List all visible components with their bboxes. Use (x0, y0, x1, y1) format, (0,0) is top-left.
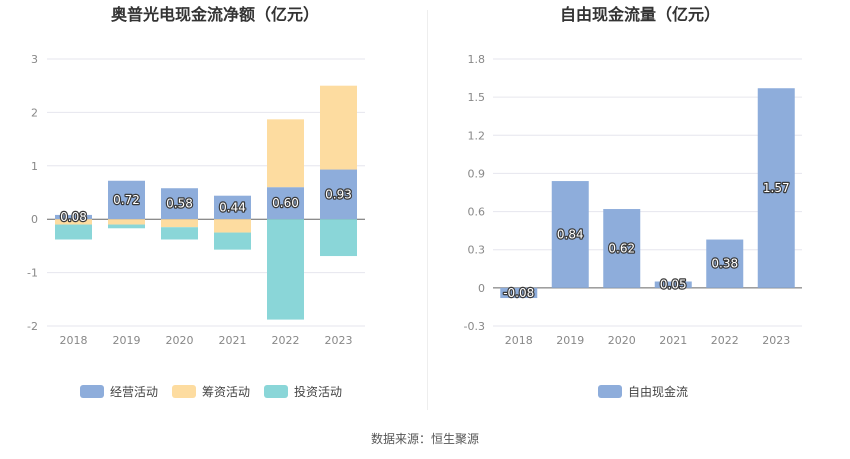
legend-swatch-investing (264, 384, 289, 398)
y-tick-label-0p6: 0.6 (468, 206, 486, 219)
y-tick-label-3: 3 (31, 53, 38, 66)
right-chart-title: 自由现金流量（亿元） (559, 5, 720, 24)
legend-swatch-free-cash-flow (598, 384, 622, 398)
fcf-x-tick-label-2023: 2023 (762, 334, 790, 347)
y-tick-label-1p8: 1.8 (468, 53, 486, 66)
ocf-data-label-2023: 0.93 (325, 187, 352, 201)
ocf-x-tick-label-2019: 2019 (113, 334, 141, 347)
fcf-data-label-2020: 0.62 (608, 241, 635, 255)
ocf-bar-s1-2021[interactable] (214, 219, 251, 233)
fcf-data-label-2022: 0.38 (711, 257, 738, 271)
fcf-bar-s0-2020[interactable] (603, 209, 641, 288)
panel-divider (427, 10, 428, 410)
y-tick-label-2: 2 (31, 106, 38, 119)
ocf-x-tick-label-2021: 2021 (219, 334, 247, 347)
y-tick-label-0: 0 (478, 282, 485, 295)
ocf-bar-s1-2023[interactable] (320, 85, 357, 170)
fcf-x-tick-label-2022: 2022 (711, 334, 739, 347)
y-tick-label-0p9: 0.9 (468, 167, 486, 180)
y-tick-label-neg1: -1 (27, 267, 38, 280)
legend-label-operating: 经营活动 (110, 384, 159, 399)
legend-swatch-financing (172, 384, 197, 398)
fcf-x-tick-label-2019: 2019 (556, 334, 584, 347)
ocf-bar-s2-2019[interactable] (108, 224, 145, 229)
ocf-data-label-2021: 0.44 (219, 200, 246, 214)
ocf-bar-s1-2018[interactable] (55, 219, 92, 225)
ocf-data-label-2019: 0.72 (113, 193, 140, 207)
y-tick-label-neg2: -2 (27, 320, 38, 333)
fcf-data-label-2023: 1.57 (763, 181, 790, 195)
ocf-bar-s0-2018[interactable] (55, 214, 92, 220)
legend-label-investing: 投资活动 (294, 384, 343, 399)
fcf-bar-s0-2023[interactable] (757, 88, 795, 288)
data-source-note: 数据来源：恒生聚源 (370, 432, 479, 446)
fcf-x-tick-label-2018: 2018 (505, 334, 533, 347)
ocf-bar-s0-2022[interactable] (267, 187, 304, 220)
ocf-data-label-2018: 0.08 (60, 210, 87, 224)
ocf-x-tick-label-2018: 2018 (60, 334, 88, 347)
fcf-data-label-2021: 0.05 (660, 278, 687, 292)
ocf-data-label-2020: 0.58 (166, 197, 193, 211)
ocf-bar-s0-2021[interactable] (214, 195, 251, 220)
ocf-bar-s2-2023[interactable] (320, 219, 357, 257)
fcf-bar-s0-2022[interactable] (706, 239, 744, 288)
ocf-bar-s0-2023[interactable] (320, 169, 357, 220)
y-tick-label-1p2: 1.2 (468, 129, 486, 142)
y-tick-label-1p5: 1.5 (468, 91, 486, 104)
legend-label-financing: 筹资活动 (202, 384, 251, 399)
fcf-bar-s0-2019[interactable] (551, 181, 589, 288)
left-chart-legend: 经营活动 筹资活动 投资活动 (80, 383, 356, 399)
ocf-bar-s2-2020[interactable] (161, 227, 198, 240)
y-tick-label-0: 0 (31, 213, 38, 226)
fcf-bar-s0-2021[interactable] (654, 281, 692, 288)
fcf-bar-s0-2018[interactable] (500, 287, 538, 299)
ocf-bar-s1-2020[interactable] (161, 219, 198, 228)
y-tick-label-neg0p3: -0.3 (464, 320, 485, 333)
left-chart-title: 奥普光电现金流净额（亿元） (110, 5, 319, 24)
legend-swatch-operating (80, 384, 104, 398)
fcf-data-label-2019: 0.84 (557, 227, 584, 241)
legend-item-financing[interactable]: 筹资活动 (172, 383, 250, 400)
ocf-data-label-2022: 0.60 (272, 196, 299, 210)
legend-item-free-cash-flow[interactable]: 自由现金流 (598, 383, 688, 400)
y-tick-label-0p3: 0.3 (468, 244, 486, 257)
y-tick-label-1: 1 (31, 160, 38, 173)
ocf-bar-s2-2018[interactable] (55, 224, 92, 240)
ocf-x-tick-label-2023: 2023 (325, 334, 353, 347)
ocf-x-tick-label-2020: 2020 (166, 334, 194, 347)
fcf-data-label-2018: -0.08 (503, 286, 534, 300)
right-chart-legend: 自由现金流 (598, 383, 702, 399)
ocf-x-tick-label-2022: 2022 (272, 334, 300, 347)
fcf-x-tick-label-2021: 2021 (659, 334, 687, 347)
ocf-bar-s1-2019[interactable] (108, 219, 145, 225)
ocf-bar-s1-2022[interactable] (267, 119, 304, 188)
legend-item-investing[interactable]: 投资活动 (264, 383, 342, 400)
legend-item-operating[interactable]: 经营活动 (80, 383, 158, 400)
ocf-bar-s0-2019[interactable] (108, 180, 145, 220)
ocf-bar-s2-2022[interactable] (267, 219, 304, 320)
ocf-bar-s0-2020[interactable] (161, 188, 198, 220)
ocf-bar-s2-2021[interactable] (214, 232, 251, 250)
fcf-x-tick-label-2020: 2020 (608, 334, 636, 347)
legend-label-free-cash-flow: 自由现金流 (628, 384, 689, 399)
